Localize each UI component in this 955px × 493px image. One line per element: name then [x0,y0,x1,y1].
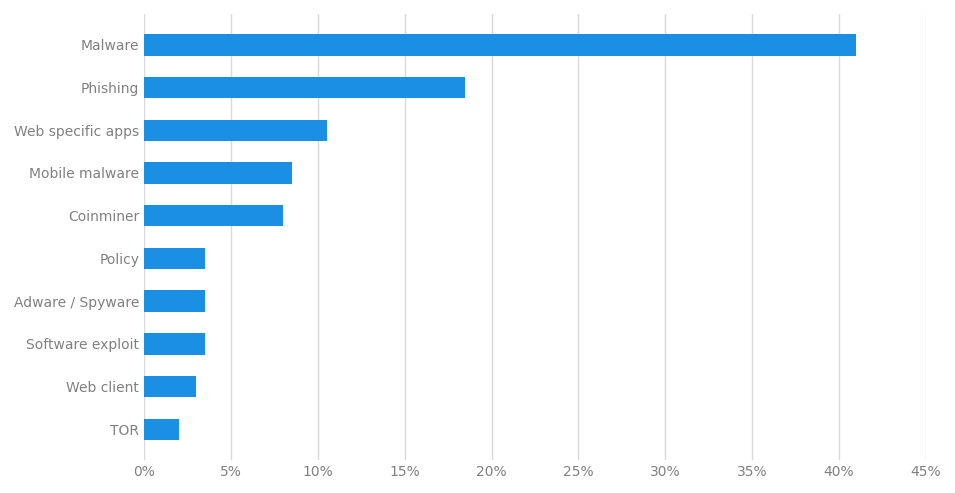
Bar [144,419,179,440]
Bar [144,162,292,184]
Bar [144,34,857,56]
Bar [144,248,205,269]
Bar [144,376,196,397]
Bar [144,333,205,354]
Bar [144,120,327,141]
Bar [144,290,205,312]
Bar [144,205,283,226]
Bar [144,77,465,98]
